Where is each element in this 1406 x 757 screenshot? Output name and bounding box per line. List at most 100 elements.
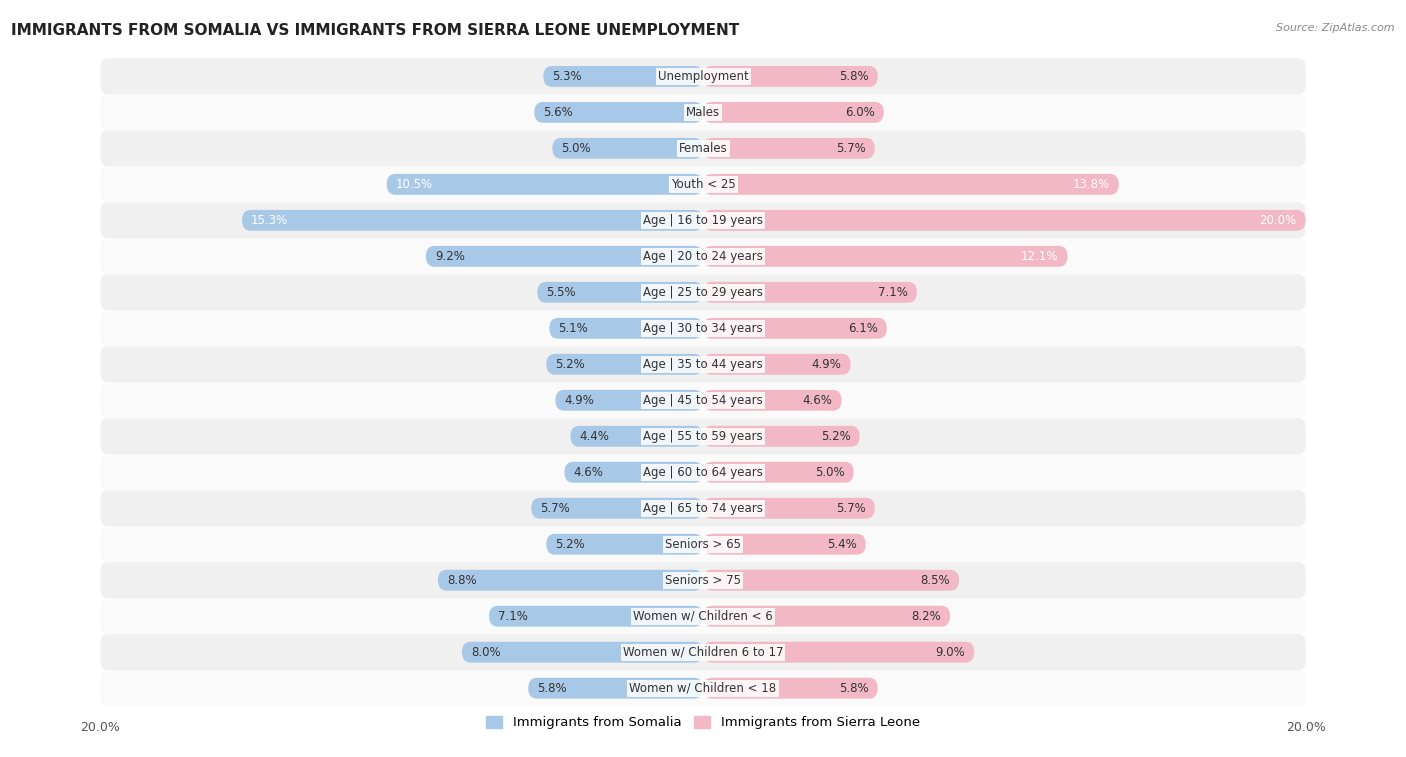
FancyBboxPatch shape <box>100 346 1306 382</box>
FancyBboxPatch shape <box>100 382 1306 419</box>
FancyBboxPatch shape <box>100 130 1306 167</box>
Text: 7.1%: 7.1% <box>498 609 529 623</box>
FancyBboxPatch shape <box>489 606 703 627</box>
Text: 5.8%: 5.8% <box>537 682 567 695</box>
FancyBboxPatch shape <box>703 210 1306 231</box>
FancyBboxPatch shape <box>100 202 1306 238</box>
FancyBboxPatch shape <box>100 526 1306 562</box>
FancyBboxPatch shape <box>100 598 1306 634</box>
FancyBboxPatch shape <box>553 138 703 159</box>
FancyBboxPatch shape <box>463 642 703 662</box>
FancyBboxPatch shape <box>703 102 884 123</box>
Text: Women w/ Children < 18: Women w/ Children < 18 <box>630 682 776 695</box>
FancyBboxPatch shape <box>703 246 1067 266</box>
FancyBboxPatch shape <box>564 462 703 483</box>
FancyBboxPatch shape <box>703 174 1119 195</box>
FancyBboxPatch shape <box>100 274 1306 310</box>
Text: 15.3%: 15.3% <box>252 213 288 227</box>
Text: 4.9%: 4.9% <box>564 394 595 407</box>
Text: 6.0%: 6.0% <box>845 106 875 119</box>
Text: Women w/ Children < 6: Women w/ Children < 6 <box>633 609 773 623</box>
FancyBboxPatch shape <box>703 282 917 303</box>
FancyBboxPatch shape <box>703 534 866 555</box>
FancyBboxPatch shape <box>100 238 1306 274</box>
Legend: Immigrants from Somalia, Immigrants from Sierra Leone: Immigrants from Somalia, Immigrants from… <box>481 711 925 734</box>
FancyBboxPatch shape <box>534 102 703 123</box>
FancyBboxPatch shape <box>100 58 1306 95</box>
Text: 4.4%: 4.4% <box>579 430 609 443</box>
Text: 5.6%: 5.6% <box>543 106 574 119</box>
FancyBboxPatch shape <box>547 534 703 555</box>
Text: Age | 16 to 19 years: Age | 16 to 19 years <box>643 213 763 227</box>
FancyBboxPatch shape <box>100 634 1306 670</box>
FancyBboxPatch shape <box>387 174 703 195</box>
FancyBboxPatch shape <box>703 678 877 699</box>
Text: Age | 45 to 54 years: Age | 45 to 54 years <box>643 394 763 407</box>
Text: 5.1%: 5.1% <box>558 322 588 335</box>
FancyBboxPatch shape <box>426 246 703 266</box>
FancyBboxPatch shape <box>100 419 1306 454</box>
FancyBboxPatch shape <box>100 95 1306 130</box>
FancyBboxPatch shape <box>529 678 703 699</box>
Text: 5.7%: 5.7% <box>837 142 866 155</box>
Text: 5.7%: 5.7% <box>540 502 569 515</box>
Text: 5.0%: 5.0% <box>561 142 591 155</box>
Text: 8.8%: 8.8% <box>447 574 477 587</box>
FancyBboxPatch shape <box>703 318 887 338</box>
Text: 20.0%: 20.0% <box>1260 213 1296 227</box>
FancyBboxPatch shape <box>703 642 974 662</box>
Text: 9.0%: 9.0% <box>935 646 965 659</box>
Text: 5.2%: 5.2% <box>821 430 851 443</box>
FancyBboxPatch shape <box>437 570 703 590</box>
Text: 5.3%: 5.3% <box>553 70 582 83</box>
FancyBboxPatch shape <box>100 310 1306 346</box>
Text: Age | 65 to 74 years: Age | 65 to 74 years <box>643 502 763 515</box>
Text: Age | 25 to 29 years: Age | 25 to 29 years <box>643 286 763 299</box>
Text: 8.5%: 8.5% <box>921 574 950 587</box>
Text: Unemployment: Unemployment <box>658 70 748 83</box>
Text: 5.4%: 5.4% <box>827 537 856 551</box>
Text: Age | 60 to 64 years: Age | 60 to 64 years <box>643 466 763 478</box>
FancyBboxPatch shape <box>100 562 1306 598</box>
Text: 5.7%: 5.7% <box>837 502 866 515</box>
FancyBboxPatch shape <box>703 498 875 519</box>
Text: 4.6%: 4.6% <box>574 466 603 478</box>
Text: 5.2%: 5.2% <box>555 537 585 551</box>
Text: Age | 55 to 59 years: Age | 55 to 59 years <box>643 430 763 443</box>
FancyBboxPatch shape <box>555 390 703 411</box>
FancyBboxPatch shape <box>550 318 703 338</box>
Text: IMMIGRANTS FROM SOMALIA VS IMMIGRANTS FROM SIERRA LEONE UNEMPLOYMENT: IMMIGRANTS FROM SOMALIA VS IMMIGRANTS FR… <box>11 23 740 38</box>
FancyBboxPatch shape <box>703 354 851 375</box>
Text: 8.2%: 8.2% <box>911 609 941 623</box>
Text: Age | 30 to 34 years: Age | 30 to 34 years <box>643 322 763 335</box>
FancyBboxPatch shape <box>703 390 842 411</box>
FancyBboxPatch shape <box>703 426 859 447</box>
FancyBboxPatch shape <box>100 670 1306 706</box>
FancyBboxPatch shape <box>547 354 703 375</box>
Text: 6.1%: 6.1% <box>848 322 877 335</box>
Text: Youth < 25: Youth < 25 <box>671 178 735 191</box>
FancyBboxPatch shape <box>703 606 950 627</box>
FancyBboxPatch shape <box>100 491 1306 526</box>
FancyBboxPatch shape <box>703 462 853 483</box>
FancyBboxPatch shape <box>703 570 959 590</box>
FancyBboxPatch shape <box>242 210 703 231</box>
Text: 4.9%: 4.9% <box>811 358 842 371</box>
Text: 13.8%: 13.8% <box>1073 178 1109 191</box>
Text: 5.8%: 5.8% <box>839 70 869 83</box>
Text: 8.0%: 8.0% <box>471 646 501 659</box>
Text: 4.6%: 4.6% <box>803 394 832 407</box>
FancyBboxPatch shape <box>100 167 1306 202</box>
FancyBboxPatch shape <box>100 454 1306 491</box>
Text: 12.1%: 12.1% <box>1021 250 1059 263</box>
Text: Seniors > 75: Seniors > 75 <box>665 574 741 587</box>
FancyBboxPatch shape <box>703 138 875 159</box>
FancyBboxPatch shape <box>703 66 877 87</box>
Text: 5.8%: 5.8% <box>839 682 869 695</box>
Text: Age | 35 to 44 years: Age | 35 to 44 years <box>643 358 763 371</box>
Text: 7.1%: 7.1% <box>877 286 908 299</box>
Text: Source: ZipAtlas.com: Source: ZipAtlas.com <box>1277 23 1395 33</box>
Text: Age | 20 to 24 years: Age | 20 to 24 years <box>643 250 763 263</box>
Text: 10.5%: 10.5% <box>395 178 433 191</box>
FancyBboxPatch shape <box>543 66 703 87</box>
